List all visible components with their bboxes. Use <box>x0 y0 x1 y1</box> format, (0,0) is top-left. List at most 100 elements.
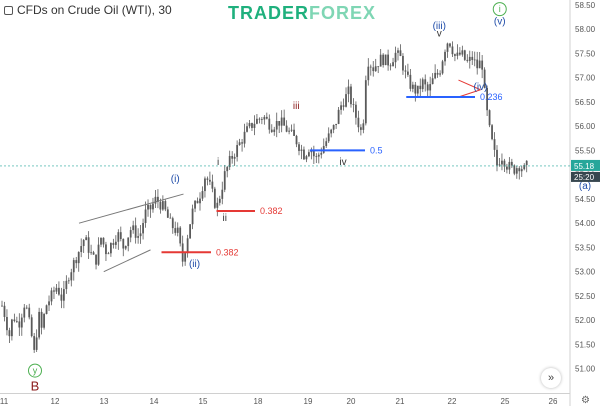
candle-body <box>414 84 417 94</box>
gear-icon[interactable]: ⚙ <box>581 395 590 406</box>
candle-body <box>149 204 152 210</box>
candle-body <box>147 204 149 210</box>
chart-title-text: CFDs on Crude Oil (WTI), 30 <box>17 3 172 17</box>
candle-body <box>23 307 26 318</box>
y-tick-label: 51.50 <box>575 340 596 349</box>
candle-body <box>367 66 370 81</box>
candle-body <box>161 201 164 210</box>
candle-body <box>454 54 456 56</box>
candle-body <box>510 161 513 166</box>
candle-body <box>444 51 446 62</box>
wave-label: (i) <box>171 174 180 185</box>
candle-body <box>157 196 159 202</box>
candle-body <box>342 105 345 107</box>
candle-body <box>28 307 31 318</box>
candle-body <box>15 321 18 322</box>
candle-body <box>446 43 449 52</box>
wave-circle <box>492 2 507 17</box>
candle-body <box>206 178 209 180</box>
y-tick-label: 56.00 <box>575 122 596 131</box>
y-tick-label: 51.00 <box>575 365 596 374</box>
trendline <box>458 89 481 98</box>
candle-body <box>300 149 303 151</box>
candle-body <box>357 117 360 128</box>
candle-body <box>164 201 167 210</box>
x-tick-label: 21 <box>396 397 405 406</box>
candle-body <box>1 305 3 307</box>
wave-label: i <box>499 4 501 14</box>
candle-body <box>355 104 357 118</box>
candle-body <box>226 167 229 172</box>
candle-body <box>105 244 107 255</box>
candle-body <box>186 238 189 254</box>
wave-label: (a) <box>579 181 591 192</box>
candle-body <box>458 52 461 55</box>
candle-body <box>243 131 246 144</box>
candle-body <box>58 287 60 295</box>
candle-body <box>441 61 444 74</box>
candle-body <box>53 290 55 292</box>
candle-body <box>119 232 122 239</box>
candle-body <box>129 230 132 238</box>
scroll-to-realtime-icon[interactable]: » <box>541 368 561 388</box>
candle-body <box>218 198 221 203</box>
x-tick-label: 11 <box>0 397 9 406</box>
candle-body <box>77 252 80 264</box>
candle-body <box>132 225 135 231</box>
candle-body <box>394 52 397 63</box>
candle-body <box>397 50 399 53</box>
candle-body <box>174 228 177 233</box>
x-tick-label: 12 <box>51 397 60 406</box>
candle-body <box>513 165 516 174</box>
candle-body <box>169 217 172 219</box>
candle-body <box>506 166 508 170</box>
candle-body <box>107 253 110 255</box>
candle-body <box>466 59 469 61</box>
candle-body <box>330 129 333 134</box>
candle-body <box>75 260 78 264</box>
candle-body <box>520 169 523 172</box>
x-tick-label: 19 <box>304 397 313 406</box>
candle-body <box>152 203 154 210</box>
candle-body <box>456 52 459 56</box>
candle-body <box>124 246 127 249</box>
candle-body <box>209 179 211 182</box>
candle-body <box>144 209 147 223</box>
candle-body <box>419 85 422 90</box>
candle-body <box>95 254 97 265</box>
candle-body <box>263 116 266 120</box>
candle-body <box>62 289 65 301</box>
candle-body <box>260 119 263 120</box>
fib-level-label: 0.5 <box>370 145 383 155</box>
wave-label: (iv) <box>474 82 488 93</box>
candle-body <box>280 117 283 126</box>
candle-body <box>213 188 216 208</box>
candle-body <box>431 78 434 85</box>
candle-body <box>436 72 439 75</box>
candle-body <box>312 150 315 157</box>
candle-body <box>407 71 409 75</box>
y-tick-label: 58.50 <box>575 1 596 10</box>
y-tick-label: 54.00 <box>575 219 596 228</box>
wave-label: v <box>437 28 442 39</box>
countdown-tag <box>571 171 600 182</box>
candle-body <box>72 260 75 273</box>
candle-body <box>38 311 41 338</box>
candle-body <box>491 125 493 140</box>
candle-body <box>87 237 90 253</box>
candle-body <box>416 85 419 94</box>
candle-body <box>468 56 471 61</box>
candle-body <box>345 94 347 107</box>
candle-body <box>45 305 48 315</box>
candle-body <box>481 60 484 70</box>
logo-part-1: TRADER <box>228 3 309 23</box>
y-tick-label: 53.00 <box>575 268 596 277</box>
candle-body <box>486 87 488 111</box>
candle-body <box>303 149 305 160</box>
y-tick-label: 55.50 <box>575 146 596 155</box>
candle-body <box>184 253 187 262</box>
candle-body <box>362 123 365 130</box>
candle-body <box>189 224 191 239</box>
